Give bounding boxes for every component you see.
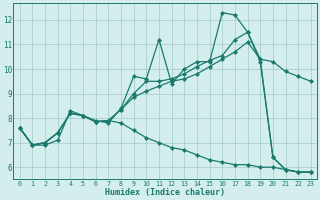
X-axis label: Humidex (Indice chaleur): Humidex (Indice chaleur) xyxy=(105,188,225,197)
